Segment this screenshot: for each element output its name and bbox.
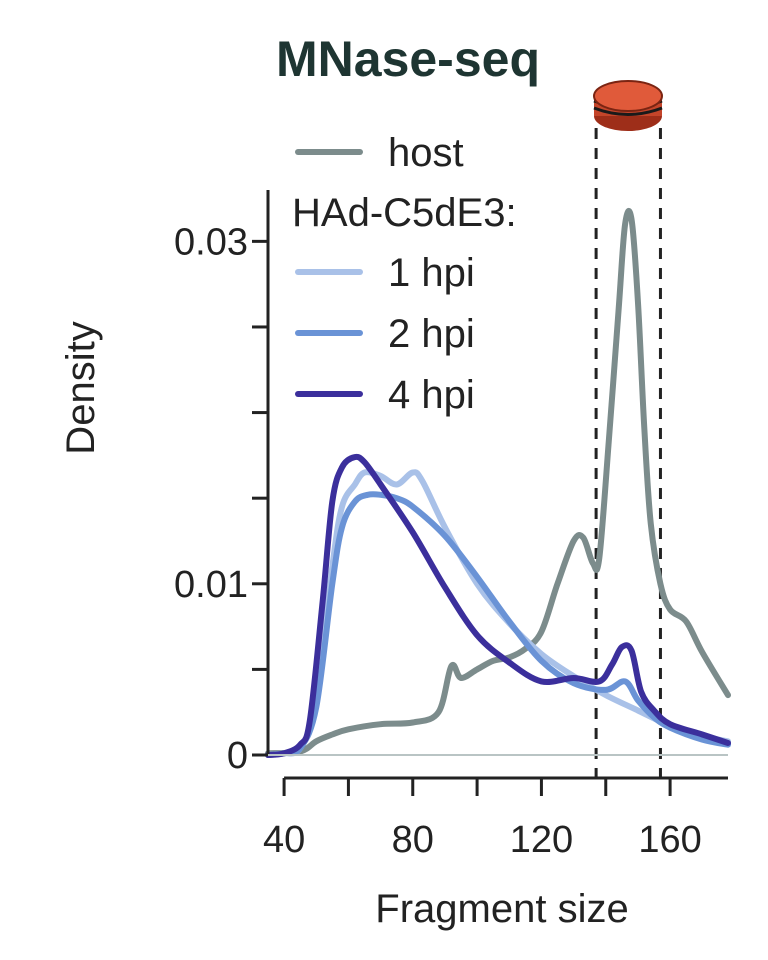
y-tick-label: 0.03 bbox=[174, 221, 248, 263]
x-tick-label: 40 bbox=[263, 819, 305, 861]
y-tick-label: 0.01 bbox=[174, 564, 248, 606]
chart-title: MNase-seq bbox=[276, 31, 540, 87]
y-tick-label: 0 bbox=[227, 735, 248, 777]
series-line-2-hpi bbox=[265, 491, 731, 758]
legend-title: HAd-C5dE3: bbox=[292, 191, 517, 235]
x-axis-label: Fragment size bbox=[375, 887, 628, 931]
legend-label-2hpi: 2 hpi bbox=[388, 312, 475, 356]
axes: 0 0.01 0.03 40 80 120 160 bbox=[174, 190, 728, 861]
nucleosome-boundary-lines bbox=[594, 128, 662, 778]
legend: host HAd-C5dE3: 1 hpi 2 hpi 4 hpi bbox=[292, 131, 517, 417]
y-axis-label: Density bbox=[59, 321, 103, 454]
legend-label-4hpi: 4 hpi bbox=[388, 373, 475, 417]
legend-label-host: host bbox=[388, 131, 464, 175]
density-curves bbox=[265, 208, 731, 758]
nucleosome-icon bbox=[593, 80, 663, 131]
series-line-4-hpi bbox=[265, 453, 731, 758]
legend-label-1hpi: 1 hpi bbox=[388, 251, 475, 295]
x-tick-label: 120 bbox=[510, 819, 573, 861]
series-line-host bbox=[265, 208, 731, 757]
x-tick-label: 160 bbox=[638, 819, 701, 861]
x-tick-label: 80 bbox=[392, 819, 434, 861]
